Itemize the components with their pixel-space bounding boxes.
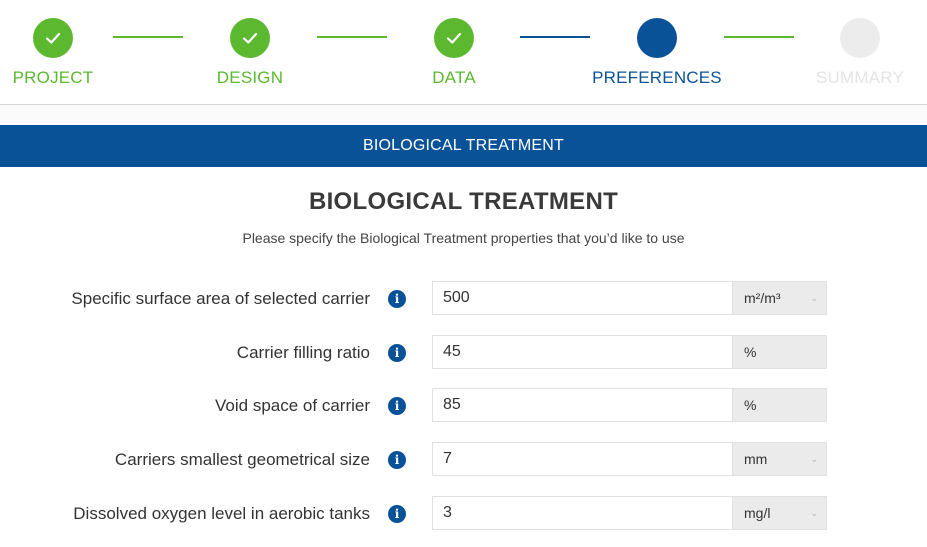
info-icon[interactable]: i [388,505,406,523]
chevron-down-icon: ⌄ [810,293,818,303]
field-row-dissolved-oxygen: Dissolved oxygen level in aerobic tanks … [0,496,927,532]
step-project-label: PROJECT [12,68,94,87]
step-preferences-label: PREFERENCES [592,68,722,87]
step-summary[interactable]: SUMMARY [790,0,927,104]
unit-select[interactable]: mg/l ⌄ [732,496,827,530]
unit-value: % [744,344,757,360]
step-project[interactable]: PROJECT [0,0,123,104]
step-preferences[interactable]: PREFERENCES [587,0,727,104]
field-label: Dissolved oxygen level in aerobic tanks [73,504,370,523]
field-label: Void space of carrier [215,396,370,415]
connector-2 [317,36,387,38]
step-data-label: DATA [432,68,476,87]
page-title: BIOLOGICAL TREATMENT [308,188,619,215]
surface-area-input[interactable] [432,281,732,315]
connector-3 [520,36,590,38]
section-banner: BIOLOGICAL TREATMENT [0,125,927,167]
unit-label: % [732,335,827,369]
info-icon[interactable]: i [388,397,406,415]
unit-value: mg/l [744,505,771,521]
field-label: Specific surface area of selected carrie… [71,289,370,308]
chevron-down-icon: ⌄ [810,508,818,518]
filling-ratio-input[interactable] [432,335,732,369]
step-project-check-icon [33,18,73,58]
step-design[interactable]: DESIGN [180,0,320,104]
chevron-down-icon: ⌄ [810,454,818,464]
unit-value: mm [744,451,768,467]
info-icon[interactable]: i [388,451,406,469]
step-design-check-icon [230,18,270,58]
background-illustration [0,105,927,125]
unit-value: % [744,397,757,413]
connector-4 [724,36,794,38]
step-summary-label: SUMMARY [816,68,904,87]
unit-select[interactable]: mm ⌄ [732,442,827,476]
dissolved-oxygen-input[interactable] [432,496,732,530]
info-icon[interactable]: i [388,290,406,308]
step-summary-circle [840,18,880,58]
void-space-input[interactable] [432,388,732,422]
field-row-void-space: Void space of carrier i % [0,388,927,424]
field-label: Carriers smallest geometrical size [114,450,370,469]
field-row-surface-area: Specific surface area of selected carrie… [0,281,927,317]
unit-select[interactable]: m²/m³ ⌄ [732,281,827,315]
info-icon[interactable]: i [388,344,406,362]
page-subtitle: Please specify the Biological Treatment … [242,230,685,246]
field-row-filling-ratio: Carrier filling ratio i % [0,335,927,371]
step-design-label: DESIGN [216,68,284,87]
unit-label: % [732,388,827,422]
step-data[interactable]: DATA [384,0,524,104]
geometrical-size-input[interactable] [432,442,732,476]
unit-value: m²/m³ [744,290,781,306]
field-label: Carrier filling ratio [236,343,370,362]
connector-1 [113,36,183,38]
step-data-check-icon [434,18,474,58]
field-row-geometrical-size: Carriers smallest geometrical size i mm … [0,442,927,478]
progress-stepper: PROJECT DESIGN DATA PREFERENCES SUMMARY [0,0,927,105]
step-preferences-circle [637,18,677,58]
